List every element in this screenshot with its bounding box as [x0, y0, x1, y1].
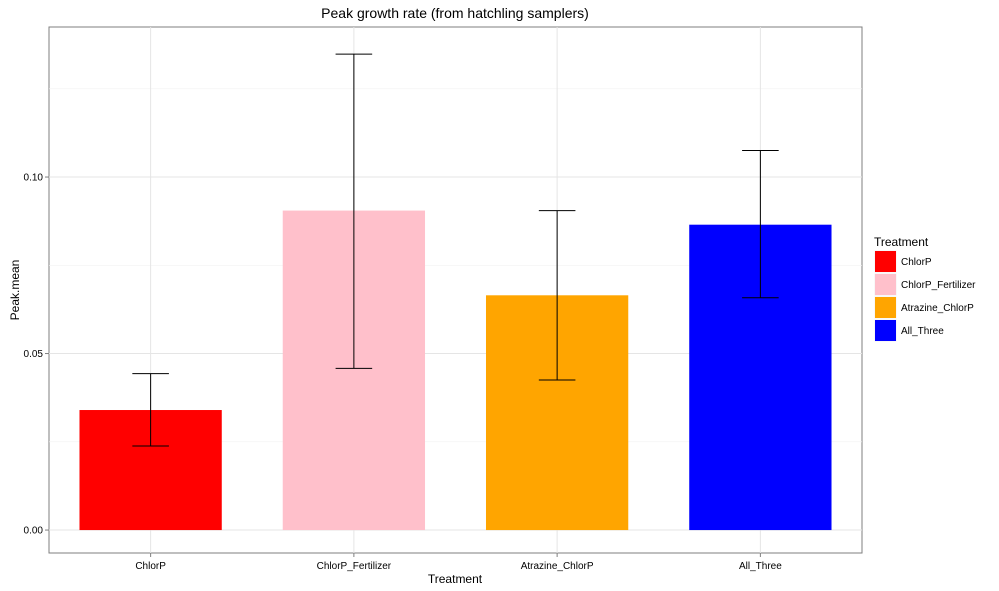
x-axis-title: Treatment	[428, 572, 483, 586]
y-tick-label: 0.05	[24, 349, 44, 360]
error-bar	[742, 150, 779, 299]
error-bar	[538, 210, 576, 381]
legend-label: ChlorP	[901, 257, 932, 268]
legend-label: All_Three	[901, 326, 944, 337]
legend: Treatment ChlorP ChlorP_Fertilizer Atrazin…	[873, 235, 976, 343]
x-tick-label: ChlorP_Fertilizer	[317, 561, 392, 572]
error-bar	[335, 53, 373, 369]
x-axis: ChlorP ChlorP_Fertilizer Atrazine_ChlorP Al…	[135, 553, 782, 572]
y-tick-label: 0.10	[24, 173, 44, 184]
legend-title: Treatment	[874, 235, 929, 249]
x-tick-label: ChlorP	[135, 561, 166, 572]
x-tick-label: Atrazine_ChlorP	[521, 561, 594, 572]
legend-key-swatch	[875, 297, 896, 318]
y-axis: 0.00 0.05 0.10	[24, 173, 49, 537]
error-bars	[132, 53, 779, 447]
legend-key-swatch	[875, 274, 896, 295]
chart-title: Peak growth rate (from hatchling sampler…	[321, 5, 589, 21]
x-tick-label: All_Three	[739, 561, 782, 572]
legend-key-swatch	[875, 320, 896, 341]
y-axis-title: Peak.mean	[8, 260, 22, 321]
legend-label: Atrazine_ChlorP	[901, 303, 974, 314]
legend-label: ChlorP_Fertilizer	[901, 280, 976, 291]
error-bar	[132, 373, 169, 447]
y-tick-label: 0.00	[24, 526, 44, 537]
legend-key-swatch	[875, 251, 896, 272]
